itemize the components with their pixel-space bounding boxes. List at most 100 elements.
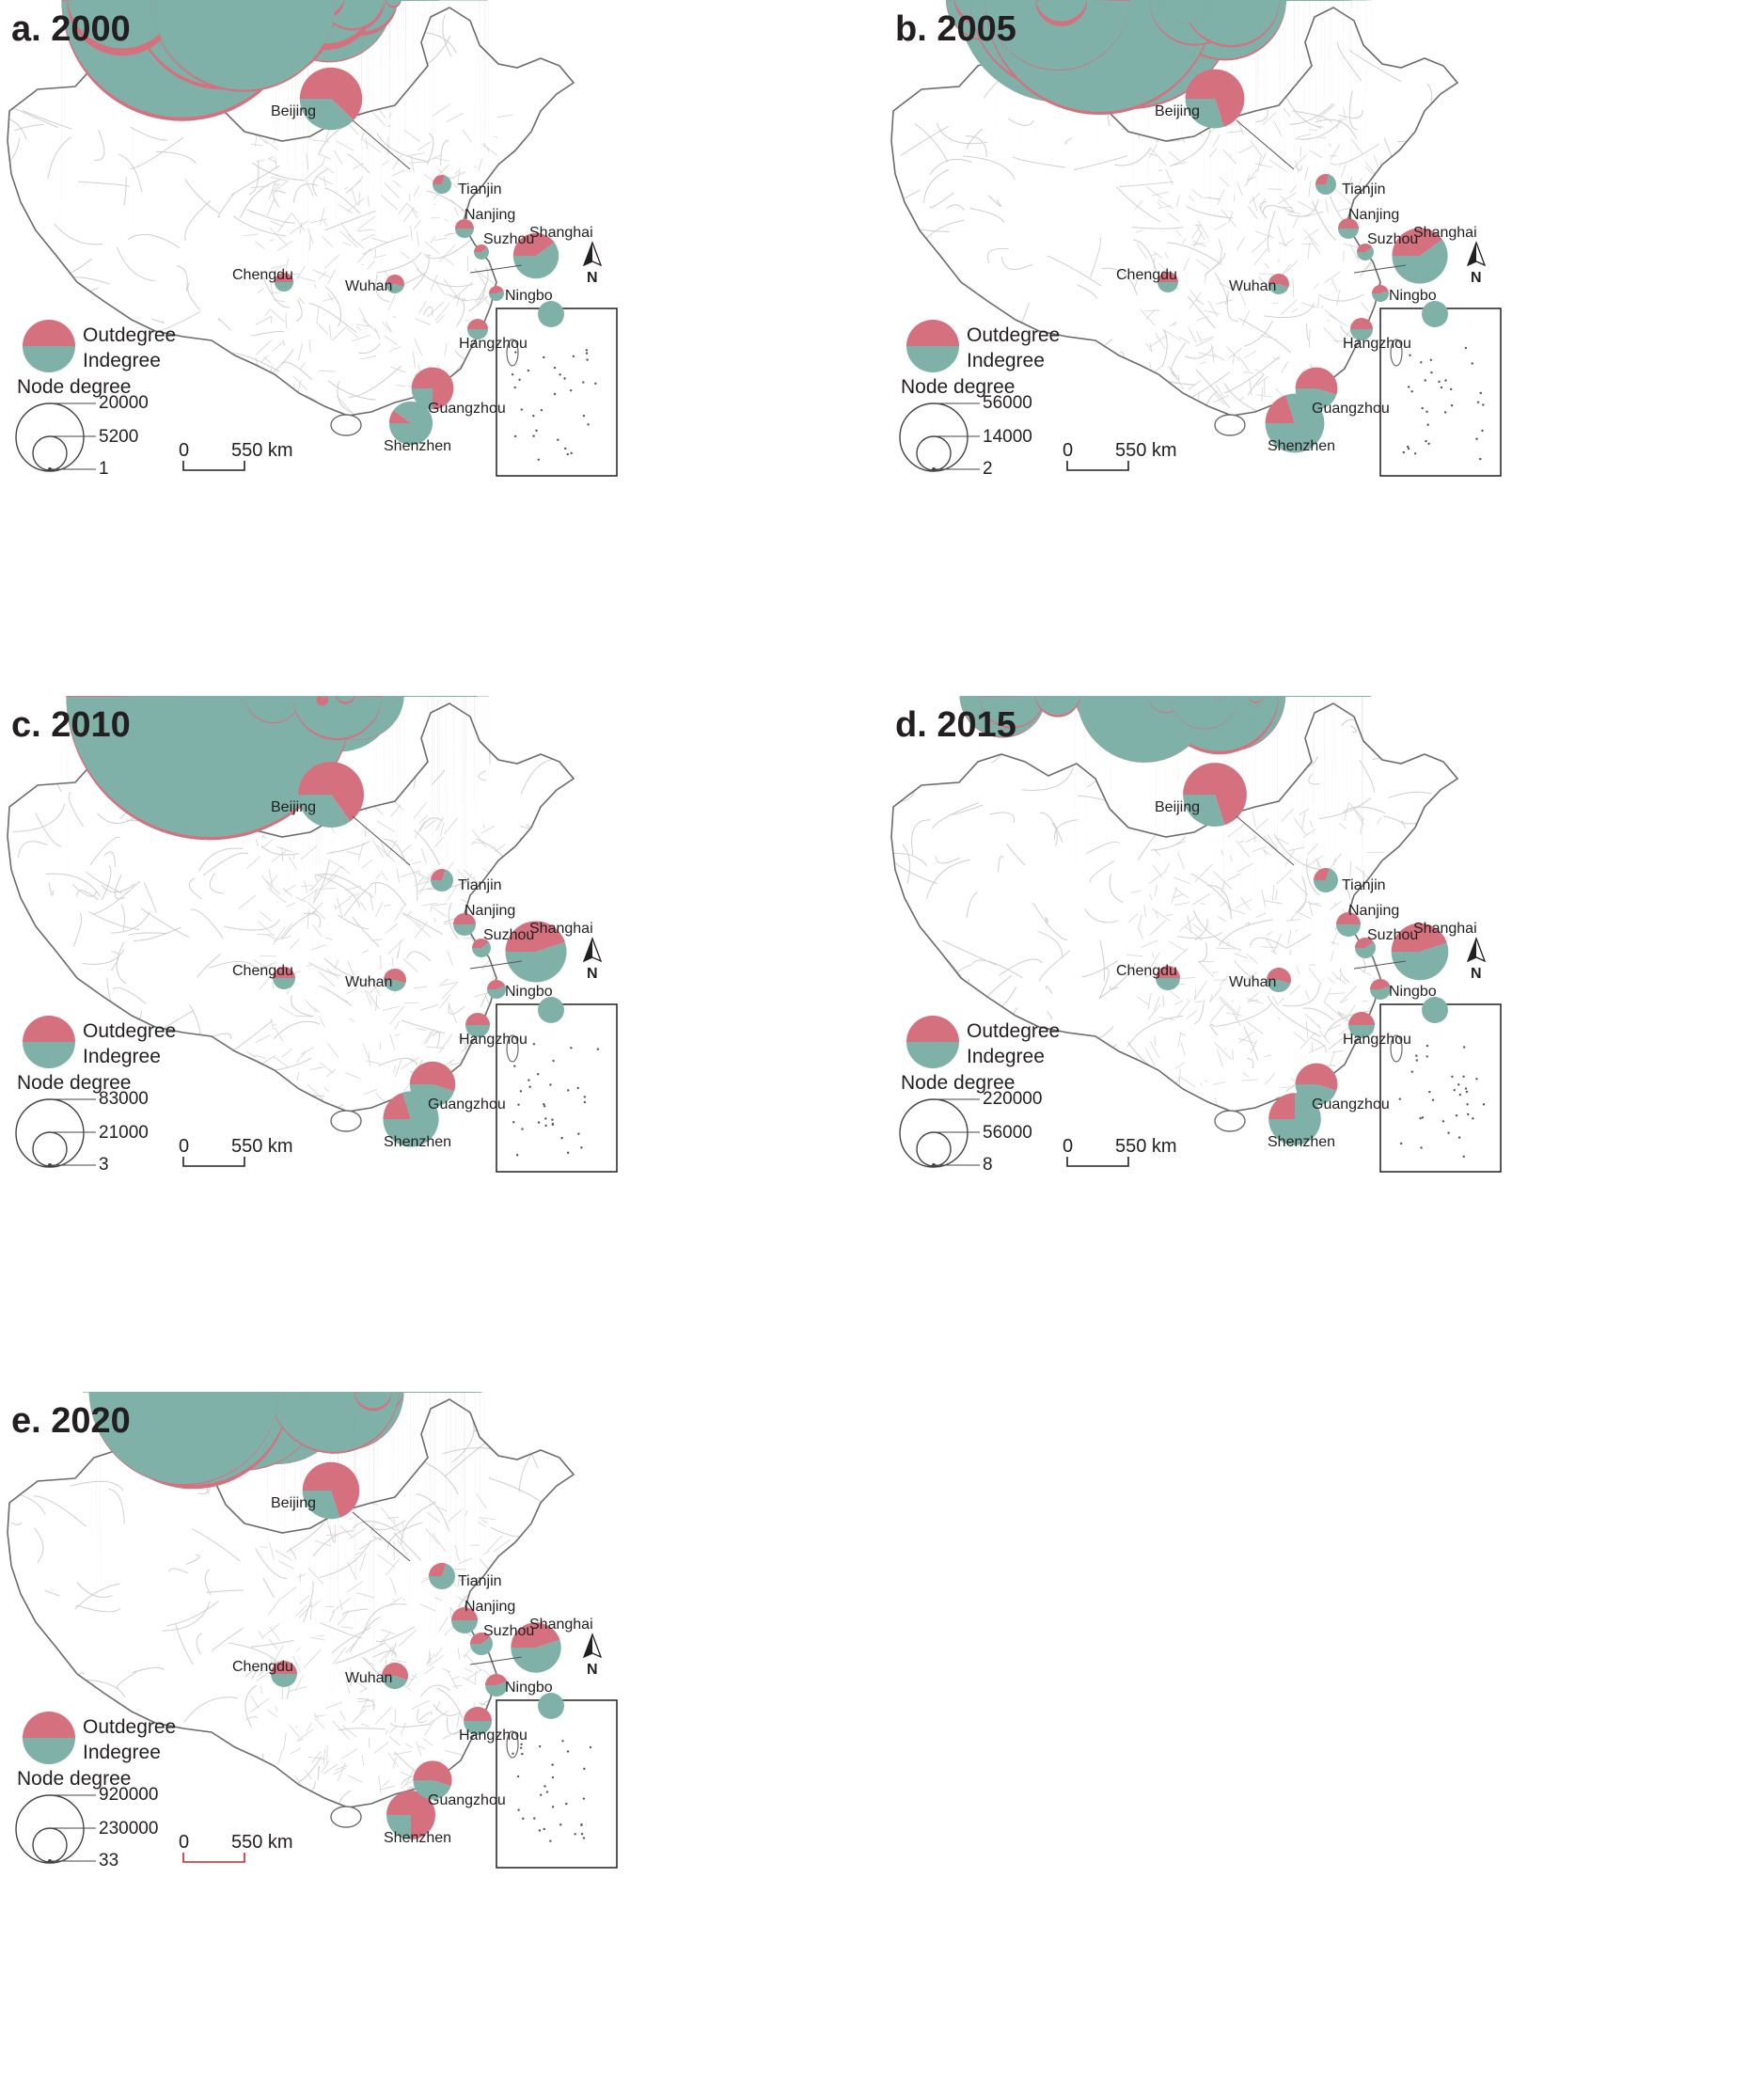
inset-island (590, 1746, 591, 1748)
inset-island (514, 387, 516, 388)
inset-node (538, 997, 564, 1023)
inset-island (1475, 1078, 1477, 1080)
inset-island (1483, 1103, 1485, 1105)
city-label-beijing: Beijing (271, 799, 316, 816)
node-degree-scale (16, 1099, 96, 1167)
city-node-tianjin (433, 175, 451, 194)
scale-distance: 550 km (1115, 440, 1177, 462)
inset-island (1466, 1091, 1468, 1093)
city-label-shenzhen: Shenzhen (384, 438, 451, 455)
inset-island (522, 1818, 524, 1820)
province-borders (0, 1406, 616, 1829)
city-node-tianjin (431, 869, 453, 892)
inset-island (521, 1128, 523, 1129)
inset-island (512, 1121, 514, 1123)
node-degree-tick: 1 (99, 459, 109, 480)
inset-island (1422, 1116, 1424, 1118)
inset-island (1409, 355, 1410, 356)
inset-island (1428, 1091, 1430, 1093)
inset-island (1479, 458, 1481, 460)
node-degree-tick: 5200 (99, 427, 138, 448)
inset-island (1442, 1120, 1444, 1122)
node-degree-tick: 220000 (983, 1089, 1042, 1110)
named-nodes (275, 68, 559, 445)
node-degree-tick: 83000 (99, 1089, 149, 1110)
north-arrow-icon: N (584, 243, 601, 286)
inset-island (1415, 1054, 1417, 1056)
node-degree-tick: 21000 (99, 1123, 149, 1144)
scale-bar (183, 1157, 244, 1166)
south-china-sea-inset (496, 1693, 617, 1868)
inset-island (514, 435, 516, 437)
inset-island (1438, 381, 1440, 383)
south-china-sea-inset (496, 301, 617, 476)
city-label-shenzhen: Shenzhen (1268, 1134, 1335, 1151)
inset-island (582, 381, 584, 383)
city-label-shenzhen: Shenzhen (384, 1134, 451, 1151)
hainan-island (1215, 1111, 1245, 1131)
legend-pie (23, 320, 75, 372)
city-label-suzhou: Suzhou (483, 231, 534, 248)
city-node (367, 1392, 394, 1759)
inset-island (584, 1096, 586, 1097)
inset-island (537, 1073, 539, 1075)
inset-island (1430, 371, 1432, 373)
north-arrow-icon: N (1468, 939, 1485, 982)
north-arrow-icon: N (584, 939, 601, 982)
inset-island (1419, 1117, 1421, 1119)
svg-text:N: N (1471, 966, 1482, 982)
svg-text:N: N (1471, 270, 1482, 286)
hainan-island (1215, 415, 1245, 435)
city-node (1266, 696, 1304, 1078)
city-label-hangzhou: Hangzhou (459, 336, 528, 353)
inset-island (580, 1146, 582, 1148)
city-node (1035, 696, 1080, 892)
city-label-nanjing: Nanjing (1348, 903, 1399, 920)
inset-island (587, 423, 589, 425)
inset-node (538, 301, 564, 327)
city-node-ningbo (487, 980, 506, 999)
city-node (1159, 696, 1279, 1091)
city-node (360, 1392, 403, 1795)
inset-island (1411, 1070, 1413, 1072)
city-node (1259, 0, 1277, 393)
city-node (372, 1392, 385, 1775)
inset-island (1447, 1132, 1449, 1134)
city-label-ningbo: Ningbo (505, 984, 553, 1001)
city-label-chengdu: Chengdu (1116, 267, 1177, 284)
inset-island (540, 1793, 542, 1795)
city-node (1248, 696, 1264, 1076)
south-china-sea-inset (1380, 301, 1501, 476)
city-label-wuhan: Wuhan (1229, 278, 1276, 295)
legend-pie-icon (906, 1016, 959, 1068)
inset-island (583, 415, 585, 417)
inset-island (543, 1785, 545, 1787)
inset-island (583, 1768, 585, 1770)
city-label-nanjing: Nanjing (465, 207, 515, 224)
inset-island (543, 1105, 545, 1107)
legend-pie-icon (23, 320, 75, 372)
city-label-nanjing: Nanjing (465, 1599, 515, 1616)
city-node (1243, 696, 1267, 1079)
inset-island (533, 1817, 535, 1819)
named-nodes (271, 1462, 561, 1839)
city-node (360, 1392, 439, 1752)
city-node (1263, 0, 1268, 380)
legend-indegree: Indegree (83, 1046, 161, 1068)
legend-pie (906, 1016, 959, 1068)
city-node-tianjin (429, 1563, 455, 1589)
legend-pie (23, 1016, 75, 1068)
inset-island (563, 377, 565, 379)
inset-island (552, 1776, 554, 1778)
city-node (1240, 696, 1316, 1052)
inset-island (546, 1791, 548, 1792)
city-label-hangzhou: Hangzhou (1343, 1032, 1411, 1049)
inset-island (570, 452, 572, 454)
city-label-shanghai: Shanghai (1413, 225, 1477, 242)
inset-island (1450, 388, 1452, 390)
inset-island (533, 1043, 535, 1045)
inset-island (521, 408, 523, 410)
inset-island (1403, 451, 1405, 453)
